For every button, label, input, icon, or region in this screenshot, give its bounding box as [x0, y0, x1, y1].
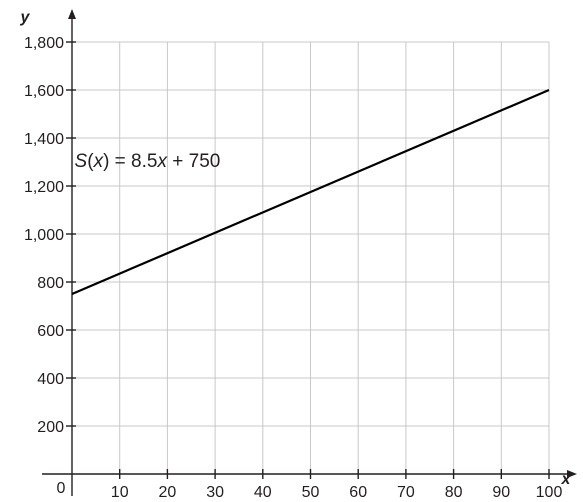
x-tick-label: 100: [536, 484, 563, 501]
x-tick-label: 50: [302, 484, 320, 501]
y-axis-label: y: [20, 9, 31, 26]
x-tick-label: 40: [254, 484, 272, 501]
x-axis-label: x: [561, 471, 572, 488]
y-tick-label: 200: [37, 419, 64, 436]
y-tick-label: 800: [37, 275, 64, 292]
equation-function-name: S: [75, 151, 88, 172]
equation-variable-2: x: [156, 151, 168, 172]
grid: [72, 41, 550, 474]
y-tick-label: 600: [37, 323, 64, 340]
x-tick-label: 70: [397, 484, 415, 501]
x-tick-label: 80: [445, 484, 463, 501]
equation-open-paren: (: [87, 151, 94, 172]
equation-middle: ) = 8.5: [103, 151, 157, 172]
origin-label: 0: [57, 480, 66, 497]
y-tick-label: 400: [37, 371, 64, 388]
equation-variable: x: [93, 151, 105, 172]
y-tick-label: 1,000: [24, 227, 64, 244]
series-line: [71, 88, 550, 296]
y-tick-label: 1,800: [24, 35, 64, 52]
y-tick-label: 1,200: [24, 179, 64, 196]
equation-constant: + 750: [167, 151, 220, 172]
x-tick-label: 90: [492, 484, 510, 501]
x-tick-label: 20: [159, 484, 177, 501]
function-equation-label: S(x) = 8.5x + 750: [75, 151, 221, 172]
series: [71, 88, 550, 296]
x-tick-label: 10: [111, 484, 129, 501]
y-tick-label: 1,600: [24, 83, 64, 100]
x-tick-label: 30: [206, 484, 224, 501]
y-tick-label: 1,400: [24, 131, 64, 148]
x-tick-label: 60: [349, 484, 367, 501]
axes: [42, 9, 577, 496]
ticks: 10 20 30 40 50 60 70 80 90 100 200 400 600 800 1,000 1,…: [24, 35, 562, 501]
